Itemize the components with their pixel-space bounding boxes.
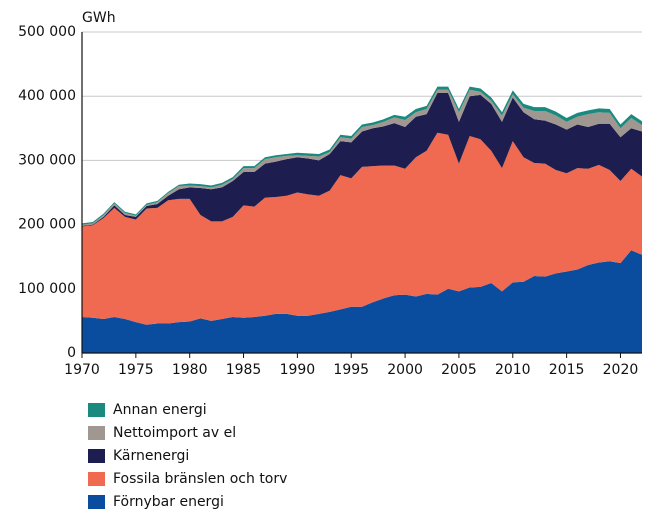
legend-label: Annan energi [113, 402, 207, 418]
legend-swatch [88, 472, 105, 486]
legend-label: Kärnenergi [113, 448, 189, 464]
x-tick-label: 1995 [333, 362, 369, 378]
x-tick-label: 1975 [118, 362, 154, 378]
x-tick-label: 2020 [603, 362, 639, 378]
legend-swatch [88, 426, 105, 440]
x-tick-label: 2010 [495, 362, 531, 378]
x-tick-label: 2000 [387, 362, 423, 378]
y-tick-label: 0 [67, 345, 76, 361]
legend-swatch [88, 403, 105, 417]
legend-label: Nettoimport av el [113, 425, 236, 441]
y-tick-label: 400 000 [18, 88, 76, 104]
legend-swatch [88, 495, 105, 509]
y-tick-label: 100 000 [18, 281, 76, 297]
x-tick-label: 1990 [280, 362, 316, 378]
x-tick-label: 2015 [549, 362, 585, 378]
legend-label: Fossila bränslen och torv [113, 471, 287, 487]
y-tick-label: 500 000 [18, 24, 76, 40]
y-axis-label: GWh [82, 10, 116, 26]
area [82, 132, 642, 325]
legend-label: Förnybar energi [113, 494, 224, 510]
legend-swatch [88, 449, 105, 463]
x-tick-label: 1985 [226, 362, 262, 378]
x-tick-label: 1980 [172, 362, 208, 378]
area [82, 250, 642, 353]
x-tick-label: 2005 [441, 362, 477, 378]
area [82, 92, 642, 227]
y-tick-label: 200 000 [18, 217, 76, 233]
x-tick-label: 1970 [64, 362, 100, 378]
y-tick-label: 300 000 [18, 152, 76, 168]
